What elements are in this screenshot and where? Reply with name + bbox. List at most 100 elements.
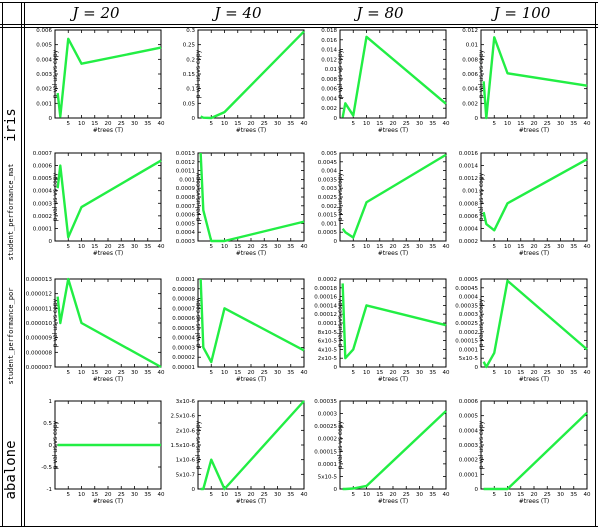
x-tick-label: 40 xyxy=(584,121,591,127)
x-tick-label: 20 xyxy=(531,492,538,498)
x-tick-label: 15 xyxy=(234,244,241,250)
y-tick-label: 0.0013 xyxy=(176,151,196,157)
x-tick-label: 20 xyxy=(390,370,397,376)
x-tick-label: 40 xyxy=(158,370,165,376)
y-tick-label: 0.0003 xyxy=(33,201,53,207)
x-axis-label: #trees (T) xyxy=(93,498,123,505)
x-tick-label: 40 xyxy=(158,492,165,498)
x-tick-label: 35 xyxy=(570,121,577,127)
x-tick-label: 30 xyxy=(416,244,423,250)
x-tick-label: 5 xyxy=(493,492,497,498)
x-tick-label: 30 xyxy=(416,370,423,376)
y-tick-label: 0.00012 xyxy=(314,312,337,318)
y-tick-label: 0.00007 xyxy=(172,306,195,312)
y-tick-label: 0.0005 xyxy=(318,230,338,236)
x-tick-label: 35 xyxy=(287,492,294,498)
y-tick-label: 0.008 xyxy=(462,57,478,63)
y-tick-label: -1 xyxy=(47,487,52,493)
x-tick-label: 40 xyxy=(443,121,450,127)
y-tick-label: 8x10-5 xyxy=(318,330,338,336)
x-tick-label: 30 xyxy=(557,370,564,376)
x-tick-label: 35 xyxy=(570,492,577,498)
x-tick-label: 30 xyxy=(274,121,281,127)
y-axis-label: p-val us vs copy xyxy=(337,49,344,98)
y-tick-label: 0.0004 xyxy=(176,230,196,236)
y-tick-label: 0.5 xyxy=(43,421,52,427)
x-tick-label: 30 xyxy=(274,244,281,250)
series-line-0 xyxy=(56,37,162,118)
x-tick-label: 35 xyxy=(429,244,436,250)
x-tick-label: 35 xyxy=(429,492,436,498)
y-tick-label: 0.0002 xyxy=(459,458,478,464)
y-tick-label: 0 xyxy=(475,116,479,122)
y-tick-label: 0.0002 xyxy=(318,277,337,283)
y-axis-label: p-val us vs copy xyxy=(52,172,59,221)
y-tick-label: 2x10-6 xyxy=(176,428,196,434)
series-line-0 xyxy=(483,411,588,491)
x-tick-label: 15 xyxy=(517,370,524,376)
y-tick-label: 0.00025 xyxy=(314,424,337,430)
x-tick-label: 30 xyxy=(274,492,281,498)
y-tick-label: 0.0004 xyxy=(459,295,479,301)
x-tick-label: 10 xyxy=(78,370,85,376)
x-axis-label: #trees (T) xyxy=(93,127,123,134)
x-tick-label: 5 xyxy=(67,244,71,250)
y-tick-label: 0.0003 xyxy=(176,239,196,245)
x-tick-label: 5 xyxy=(210,244,214,250)
y-tick-label: 0.01 xyxy=(325,67,337,73)
y-axis-label: p-val us vs copy xyxy=(478,298,485,347)
x-tick-label: 5 xyxy=(210,370,214,376)
y-tick-label: 0.0012 xyxy=(459,176,478,182)
y-tick-label: 0.0008 xyxy=(459,201,479,207)
x-axis-label: #trees (T) xyxy=(519,250,549,257)
y-tick-label: 2.5x10-6 xyxy=(171,414,196,420)
x-tick-label: 35 xyxy=(287,121,294,127)
y-tick-label: 0.0009 xyxy=(176,186,196,192)
x-tick-label: 15 xyxy=(234,492,241,498)
x-tick-label: 25 xyxy=(403,492,410,498)
y-tick-label: 3x10-6 xyxy=(176,399,196,405)
x-tick-label: 20 xyxy=(248,244,255,250)
x-tick-label: 30 xyxy=(557,492,564,498)
x-tick-label: 35 xyxy=(570,244,577,250)
x-tick-label: 15 xyxy=(234,370,241,376)
x-tick-label: 25 xyxy=(261,244,268,250)
x-tick-label: 5 xyxy=(67,492,71,498)
y-tick-label: 0.0006 xyxy=(33,164,53,170)
y-tick-label: 0.05 xyxy=(183,101,196,107)
y-tick-label: 0.000007 xyxy=(26,365,53,371)
header-divider-1 xyxy=(0,24,598,25)
x-axis-label: #trees (T) xyxy=(519,127,549,134)
chart-panel-r0-c2: 0 0.002 0.004 0.006 0.008 0.01 0.012 0.014 0.016… xyxy=(321,28,450,134)
x-tick-label: 5 xyxy=(352,370,356,376)
x-tick-label: 35 xyxy=(144,121,151,127)
row-label-student-performance-por: student_performance_por xyxy=(7,287,15,385)
x-tick-label: 15 xyxy=(376,370,383,376)
x-tick-label: 40 xyxy=(301,370,308,376)
x-tick-label: 25 xyxy=(544,121,551,127)
y-tick-label: 0.00018 xyxy=(314,286,337,292)
y-tick-label: 0.000009 xyxy=(26,336,53,342)
chart-panel-r2-c1: 0.00001 0.00002 0.00003 0.00004 0.00005 0.000… xyxy=(172,277,308,383)
y-tick-label: 0.0025 xyxy=(318,195,338,201)
x-tick-label: 10 xyxy=(363,244,370,250)
x-tick-label: 25 xyxy=(261,121,268,127)
x-tick-label: 20 xyxy=(390,244,397,250)
x-tick-label: 25 xyxy=(261,370,268,376)
x-axis-label: #trees (T) xyxy=(378,127,408,134)
x-tick-label: 25 xyxy=(118,121,125,127)
x-tick-label: 25 xyxy=(403,370,410,376)
y-tick-label: 0.00001 xyxy=(172,365,195,371)
x-tick-label: 35 xyxy=(287,244,294,250)
x-tick-label: 30 xyxy=(416,492,423,498)
x-tick-label: 30 xyxy=(416,121,423,127)
y-tick-label: 0.006 xyxy=(462,72,478,78)
x-tick-label: 20 xyxy=(105,121,112,127)
y-tick-label: 0.000008 xyxy=(26,350,53,356)
x-axis-label: #trees (T) xyxy=(378,498,408,505)
x-tick-label: 10 xyxy=(363,492,370,498)
x-tick-label: 10 xyxy=(221,370,228,376)
x-tick-label: 15 xyxy=(517,121,524,127)
y-tick-label: 0.002 xyxy=(321,106,337,112)
y-tick-label: 0 xyxy=(334,365,338,371)
